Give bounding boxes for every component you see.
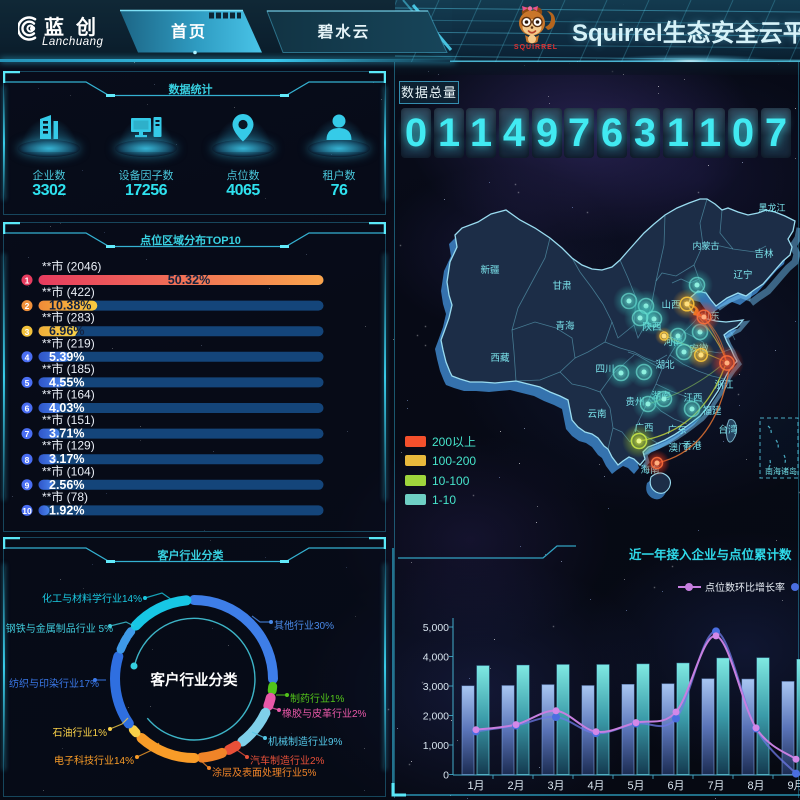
svg-text:1: 1: [25, 276, 30, 286]
svg-text:**市 (185): **市 (185): [42, 361, 95, 376]
svg-text:其他行业30%: 其他行业30%: [274, 619, 334, 632]
svg-text:内蒙古: 内蒙古: [692, 240, 719, 251]
svg-text:机械制造行业9%: 机械制造行业9%: [268, 735, 343, 748]
svg-text:橡胶与皮革行业2%: 橡胶与皮革行业2%: [282, 707, 367, 720]
svg-text:4: 4: [25, 352, 30, 362]
svg-text:6.96%: 6.96%: [49, 324, 84, 338]
svg-text:10.38%: 10.38%: [49, 299, 91, 313]
svg-text:吉林: 吉林: [754, 248, 774, 260]
svg-text:3,000: 3,000: [423, 681, 449, 693]
svg-text:点位数环比增长率: 点位数环比增长率: [705, 581, 785, 594]
svg-text:湖北: 湖北: [655, 360, 675, 371]
svg-text:制药行业1%: 制药行业1%: [290, 692, 345, 705]
svg-text:2.56%: 2.56%: [49, 478, 84, 492]
svg-text:山西: 山西: [661, 300, 680, 311]
svg-text:云南: 云南: [587, 408, 606, 420]
svg-text:钢铁与金属制品行业 5%: 钢铁与金属制品行业 5%: [6, 622, 113, 635]
svg-text:客户行业分类: 客户行业分类: [150, 671, 238, 689]
svg-text:8月: 8月: [747, 780, 764, 792]
svg-text:5.39%: 5.39%: [49, 350, 84, 364]
svg-text:**市 (164): **市 (164): [42, 387, 95, 402]
svg-text:西藏: 西藏: [490, 352, 510, 364]
svg-text:7: 7: [25, 429, 30, 439]
svg-text:南海诸岛: 南海诸岛: [765, 466, 797, 476]
svg-text:3: 3: [25, 327, 30, 337]
svg-text:10: 10: [22, 506, 32, 516]
svg-text:4,000: 4,000: [423, 652, 449, 664]
svg-text:3月: 3月: [547, 780, 564, 792]
svg-text:**市 (78): **市 (78): [42, 489, 88, 504]
svg-text:首页: 首页: [171, 22, 207, 41]
svg-text:石油行业1%: 石油行业1%: [53, 726, 108, 739]
svg-text:2,000: 2,000: [423, 711, 449, 723]
svg-text:5: 5: [25, 378, 30, 388]
svg-text:2: 2: [25, 301, 30, 311]
svg-text:**市 (2046): **市 (2046): [42, 259, 101, 274]
svg-text:1月: 1月: [467, 780, 484, 792]
svg-text:澳门: 澳门: [668, 442, 687, 454]
svg-text:汽车制造行业2%: 汽车制造行业2%: [250, 754, 325, 767]
svg-text:**市 (219): **市 (219): [42, 335, 95, 350]
svg-text:7月: 7月: [707, 780, 724, 792]
svg-text:新疆: 新疆: [480, 264, 500, 276]
svg-text:2月: 2月: [507, 780, 524, 792]
svg-text:浙江: 浙江: [714, 379, 734, 391]
svg-text:电子科技行业14%: 电子科技行业14%: [54, 754, 134, 767]
svg-text:0: 0: [443, 770, 449, 782]
svg-text:200以上: 200以上: [432, 435, 476, 449]
svg-text:4.55%: 4.55%: [49, 375, 84, 389]
svg-text:广东: 广东: [667, 424, 686, 436]
svg-text:4月: 4月: [587, 780, 604, 792]
svg-text:1,000: 1,000: [423, 740, 449, 752]
svg-text:辽宁: 辽宁: [733, 269, 752, 281]
svg-text:青海: 青海: [555, 320, 575, 332]
svg-text:10-100: 10-100: [432, 474, 470, 488]
svg-text:台湾: 台湾: [718, 424, 738, 436]
svg-text:化工与材料学行业14%: 化工与材料学行业14%: [42, 592, 142, 605]
svg-text:6月: 6月: [667, 780, 684, 792]
svg-text:3.17%: 3.17%: [49, 452, 84, 466]
svg-text:**市 (129): **市 (129): [42, 438, 95, 453]
svg-text:**市 (422): **市 (422): [42, 284, 95, 299]
svg-text:**市 (151): **市 (151): [42, 412, 95, 427]
svg-text:3.71%: 3.71%: [49, 427, 84, 441]
svg-text:9: 9: [25, 480, 30, 490]
svg-text:5,000: 5,000: [423, 622, 449, 634]
svg-text:**市 (283): **市 (283): [42, 310, 95, 325]
svg-text:纺织与印染行业17%: 纺织与印染行业17%: [9, 677, 99, 690]
svg-text:50.32%: 50.32%: [168, 273, 210, 287]
svg-text:黑龙江: 黑龙江: [758, 202, 785, 213]
svg-text:甘肃: 甘肃: [552, 280, 571, 292]
svg-text:碧水云: 碧水云: [317, 22, 371, 41]
svg-text:4.03%: 4.03%: [49, 401, 84, 415]
svg-text:**市 (104): **市 (104): [42, 463, 95, 478]
svg-text:100-200: 100-200: [432, 454, 476, 468]
svg-text:涂层及表面处理行业5%: 涂层及表面处理行业5%: [212, 766, 317, 779]
svg-text:8: 8: [25, 455, 30, 465]
svg-text:9月: 9月: [787, 780, 800, 792]
svg-text:近一年接入企业与点位累计数: 近一年接入企业与点位累计数: [629, 547, 792, 562]
svg-text:1.92%: 1.92%: [49, 503, 84, 517]
svg-text:5月: 5月: [627, 780, 644, 792]
svg-text:6: 6: [25, 404, 30, 414]
svg-text:四川: 四川: [595, 364, 614, 375]
svg-text:1-10: 1-10: [432, 493, 456, 507]
